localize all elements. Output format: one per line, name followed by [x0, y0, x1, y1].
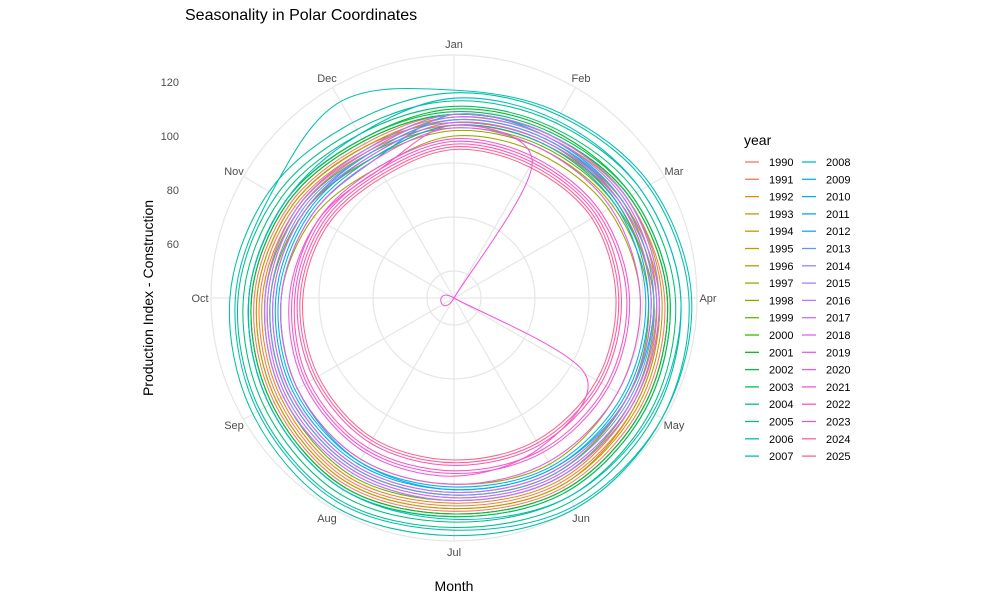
legend-label: 2021 — [826, 382, 850, 394]
series-line-2017 — [266, 116, 658, 499]
series-line-2007 — [234, 87, 693, 531]
month-label: Aug — [317, 513, 337, 525]
legend-label: 1996 — [769, 261, 793, 273]
legend-label: 1998 — [769, 295, 793, 307]
chart-title: Seasonality in Polar Coordinates — [185, 7, 417, 24]
legend-label: 1991 — [769, 174, 793, 186]
legend-label: 2020 — [826, 365, 850, 377]
legend-label: 2013 — [826, 244, 850, 256]
legend-label: 2011 — [826, 209, 850, 221]
legend-label: 2004 — [769, 399, 793, 411]
month-label: Jun — [572, 513, 590, 525]
legend-label: 2000 — [769, 330, 793, 342]
y-tick-labels: 60 80 100 120 — [161, 77, 179, 251]
series-line-2008 — [247, 97, 682, 521]
month-label: Sep — [224, 420, 244, 432]
series-lines — [228, 87, 693, 537]
legend-label: 2008 — [826, 157, 850, 169]
legend-label: 1990 — [769, 157, 793, 169]
month-label: Oct — [191, 293, 208, 305]
legend-label: 2006 — [769, 434, 793, 446]
legend-label: 1995 — [769, 244, 793, 256]
series-line-2011 — [274, 121, 650, 491]
series-line-2018 — [272, 121, 652, 493]
legend-label: 2005 — [769, 417, 793, 429]
series-line-2016 — [264, 113, 660, 502]
legend-label: 1997 — [769, 278, 793, 290]
legend-label: 2002 — [769, 365, 793, 377]
month-label: Nov — [224, 166, 244, 178]
y-axis-title: Production Index - Construction — [140, 200, 156, 396]
series-line-2023 — [296, 143, 622, 466]
month-label: Dec — [317, 73, 337, 85]
legend-label: 2012 — [826, 226, 850, 238]
month-label: Apr — [699, 293, 716, 305]
series-line-2024 — [299, 146, 620, 464]
legend-label: 2010 — [826, 192, 850, 204]
legend-label: 2018 — [826, 330, 850, 342]
legend-title: year — [744, 132, 772, 148]
month-labels: Jan Feb Mar Apr May Jun Jul Aug Sep Oct Nov Dec — [191, 39, 716, 559]
series-line-2004 — [242, 105, 677, 523]
series-line-2010 — [277, 124, 647, 488]
legend-label: 2015 — [826, 278, 850, 290]
grid-spoke — [243, 175, 455, 299]
series-line-2025 — [302, 148, 617, 461]
x-axis-title: Month — [435, 578, 474, 594]
legend-label: 2017 — [826, 313, 850, 325]
legend-label: 1999 — [769, 313, 793, 325]
y-tick-label: 60 — [167, 239, 179, 251]
legend-label: 2016 — [826, 295, 850, 307]
legend-label: 1994 — [769, 226, 793, 238]
month-label: Mar — [665, 166, 684, 178]
series-line-2022 — [293, 140, 628, 472]
month-label: Feb — [572, 73, 591, 85]
legend-label: 2019 — [826, 347, 850, 359]
series-line-2019 — [280, 127, 641, 485]
y-tick-label: 120 — [161, 77, 179, 89]
legend-label: 1993 — [769, 209, 793, 221]
month-label: Jul — [447, 547, 461, 559]
series-line-2006 — [228, 92, 690, 537]
y-tick-label: 80 — [167, 185, 179, 197]
legend: year 1990 1991 1992 1993 1994 1995 1996 1997 199… — [744, 132, 850, 463]
legend-label: 2001 — [769, 347, 793, 359]
legend-label: 1992 — [769, 192, 793, 204]
month-label: Jan — [445, 39, 463, 51]
series-line-2002 — [250, 113, 669, 515]
legend-label: 2007 — [769, 451, 793, 463]
y-tick-label: 100 — [161, 131, 179, 143]
legend-label: 2014 — [826, 261, 850, 273]
legend-label: 2003 — [769, 382, 793, 394]
month-label: May — [664, 420, 685, 432]
legend-label: 2023 — [826, 417, 850, 429]
legend-label: 2009 — [826, 174, 850, 186]
series-line-2021 — [291, 137, 631, 475]
legend-label: 2024 — [826, 434, 850, 446]
series-line-2013 — [269, 118, 655, 496]
legend-label: 2022 — [826, 399, 850, 411]
legend-label: 2025 — [826, 451, 850, 463]
